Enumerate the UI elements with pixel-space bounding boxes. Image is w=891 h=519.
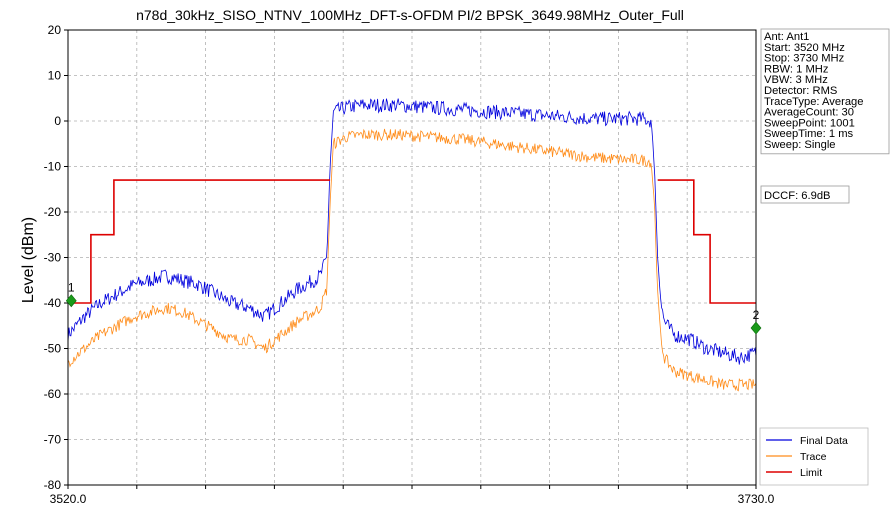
chart-title: n78d_30kHz_SISO_NTNV_100MHz_DFT-s-OFDM P… xyxy=(136,7,684,23)
marker-label: 1 xyxy=(68,281,75,295)
series-final-data-line xyxy=(67,98,757,365)
y-tick-label: -10 xyxy=(44,160,62,174)
series-lines xyxy=(67,98,757,392)
y-tick-label: 10 xyxy=(48,69,62,83)
info-line: Detector: RMS xyxy=(764,85,837,97)
info-line: RBW: 1 MHz xyxy=(764,63,829,75)
info-line: SweepPoint: 1001 xyxy=(764,117,855,129)
dccf-value: DCCF: 6.9dB xyxy=(764,190,831,202)
y-tick-label: -20 xyxy=(44,205,62,219)
info-line: Ant: Ant1 xyxy=(764,31,809,43)
series-trace-line xyxy=(67,128,757,392)
y-tick-label: -30 xyxy=(44,251,62,265)
info-line: Sweep: Single xyxy=(764,139,836,151)
y-tick-label: -60 xyxy=(44,387,62,401)
y-tick-label: -50 xyxy=(44,342,62,356)
dccf-box: DCCF: 6.9dB xyxy=(760,185,850,204)
info-line: AverageCount: 30 xyxy=(764,107,854,119)
y-axis-label: Level (dBm) xyxy=(20,217,37,303)
marker-diamond xyxy=(750,321,762,335)
plot-frame xyxy=(67,29,757,486)
y-tick-label: -70 xyxy=(44,433,62,447)
legend: Final Data Trace Limit xyxy=(759,427,869,486)
y-ticks: 20 10 0 -10 -20 -30 -40 -50 -60 -70 -80 xyxy=(44,23,68,492)
info-line: VBW: 3 MHz xyxy=(764,74,828,86)
y-tick-label: 0 xyxy=(54,114,61,128)
marker-label: 2 xyxy=(753,308,760,322)
marker-diamond xyxy=(65,294,77,308)
info-box-frame xyxy=(760,28,890,155)
markers: 12 xyxy=(65,281,762,335)
dccf-box-frame xyxy=(760,185,850,204)
x-ticks: 3520.0 3730.0 xyxy=(50,485,775,506)
y-tick-label: 20 xyxy=(48,23,62,37)
info-line: Stop: 3730 MHz xyxy=(764,53,845,65)
series-limit-line xyxy=(68,179,756,304)
x-tick-label-end: 3730.0 xyxy=(738,492,775,506)
legend-label: Final Data xyxy=(800,435,848,447)
legend-label: Trace xyxy=(800,451,827,463)
info-line: Start: 3520 MHz xyxy=(764,42,845,54)
y-tick-label: -40 xyxy=(44,296,62,310)
legend-label: Limit xyxy=(800,467,822,479)
grid-lines xyxy=(67,29,757,486)
x-tick-label-start: 3520.0 xyxy=(50,492,87,506)
info-line: TraceType: Average xyxy=(764,96,864,108)
info-line: SweepTime: 1 ms xyxy=(764,128,854,140)
y-tick-label: -80 xyxy=(44,478,62,492)
